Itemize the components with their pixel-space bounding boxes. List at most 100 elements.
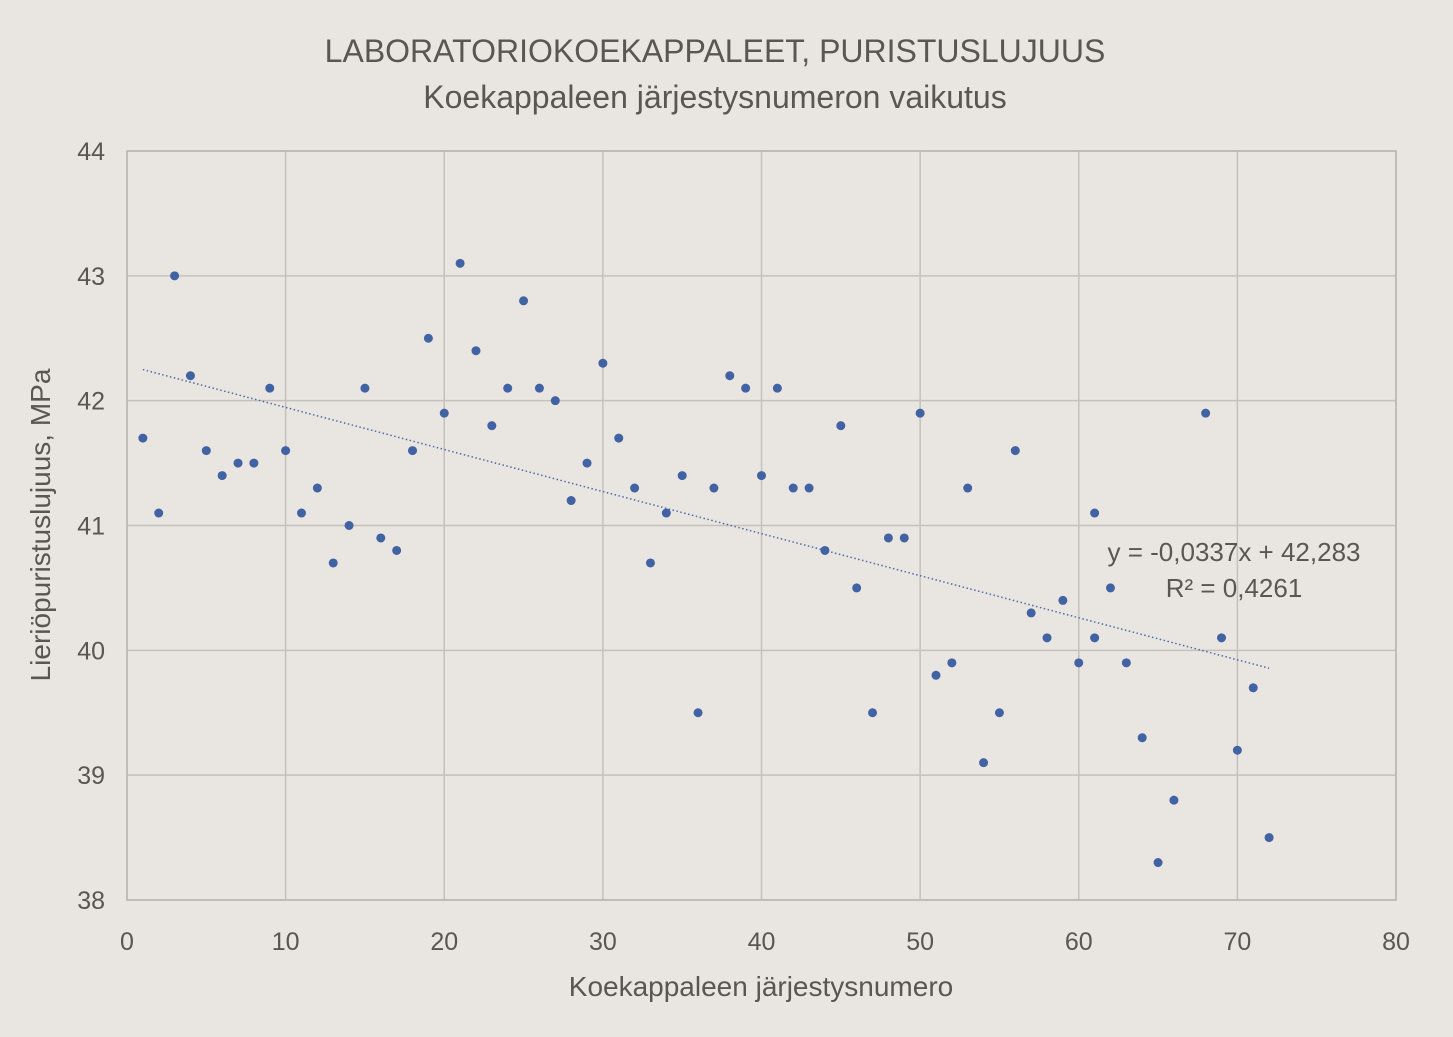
data-point (138, 433, 148, 443)
data-point (693, 708, 703, 718)
y-axis-label: Lieriöpuristuslujuus, MPa (25, 368, 56, 681)
x-axis-label: Koekappaleen järjestysnumero (569, 971, 953, 1002)
data-point (820, 545, 830, 555)
data-point (725, 371, 735, 381)
data-point (455, 258, 465, 268)
data-point (1169, 795, 1179, 805)
x-axis-ticks: 0 10 20 30 40 50 60 70 80 (120, 928, 1410, 956)
data-point (185, 371, 195, 381)
data-point (741, 383, 751, 393)
data-points (138, 258, 1274, 868)
data-point (439, 408, 449, 418)
data-point (614, 433, 624, 443)
data-point (836, 421, 846, 431)
data-point (550, 396, 560, 406)
data-point (534, 383, 544, 393)
y-tick-label: 38 (77, 887, 105, 915)
data-point (1042, 633, 1052, 643)
data-point (1026, 608, 1036, 618)
y-tick-label: 39 (77, 762, 105, 790)
data-point (328, 558, 338, 568)
data-point (804, 483, 814, 493)
data-point (994, 708, 1004, 718)
data-point (392, 545, 402, 555)
data-point (519, 296, 529, 306)
x-tick-label: 0 (120, 928, 134, 956)
data-point (963, 483, 973, 493)
data-point (582, 458, 592, 468)
data-point (677, 471, 687, 481)
data-point (661, 508, 671, 518)
data-point (217, 471, 227, 481)
chart-title: LABORATORIOKOEKAPPALEET, PURISTUSLUJUUS (325, 33, 1106, 69)
data-point (915, 408, 925, 418)
data-point (376, 533, 386, 543)
grid-lines (126, 150, 1397, 901)
data-point (947, 658, 957, 668)
x-tick-label: 70 (1223, 928, 1251, 956)
plot-area-border (126, 150, 1397, 901)
data-point (154, 508, 164, 518)
data-point (1264, 833, 1274, 843)
data-point (408, 446, 418, 456)
trendline (142, 368, 1270, 669)
data-point (1217, 633, 1227, 643)
data-point (772, 383, 782, 393)
data-point (249, 458, 259, 468)
data-point (1121, 658, 1131, 668)
data-point (931, 670, 941, 680)
x-tick-label: 20 (430, 928, 458, 956)
data-point (1105, 583, 1115, 593)
data-point (296, 508, 306, 518)
data-point (233, 458, 243, 468)
data-point (709, 483, 719, 493)
data-point (344, 521, 354, 530)
y-tick-label: 43 (77, 263, 105, 291)
trendline-r-squared: R² = 0,4261 (1166, 573, 1303, 603)
data-point (788, 483, 798, 493)
data-point (979, 758, 989, 768)
data-point (487, 421, 497, 431)
chart-subtitle: Koekappaleen järjestysnumeron vaikutus (423, 79, 1006, 115)
data-point (630, 483, 640, 493)
x-tick-label: 60 (1065, 928, 1093, 956)
data-point (1201, 408, 1211, 418)
data-point (201, 446, 211, 456)
data-point (471, 346, 481, 356)
data-point (645, 558, 655, 568)
data-point (312, 483, 322, 493)
y-tick-label: 40 (77, 637, 105, 665)
data-point (566, 496, 576, 506)
y-tick-label: 42 (77, 388, 105, 416)
data-point (423, 333, 433, 343)
data-point (598, 358, 608, 368)
data-point (868, 708, 878, 718)
x-tick-label: 50 (906, 928, 934, 956)
data-point (360, 383, 370, 393)
trendline-group (142, 368, 1270, 669)
data-point (1010, 446, 1020, 456)
data-point (1153, 858, 1163, 868)
data-point (757, 471, 766, 481)
y-tick-label: 44 (77, 138, 105, 166)
data-point (1090, 508, 1100, 518)
data-point (852, 583, 862, 593)
x-tick-label: 10 (272, 928, 300, 956)
data-point (1248, 683, 1258, 693)
data-point (1058, 595, 1068, 605)
data-point (1090, 633, 1100, 643)
x-tick-label: 30 (589, 928, 617, 956)
x-tick-label: 40 (748, 928, 776, 956)
y-axis-ticks: 38 39 40 41 42 43 44 (77, 138, 105, 915)
data-point (281, 446, 291, 456)
data-point (503, 383, 513, 393)
trendline-equation: y = -0,0337x + 42,283 (1108, 537, 1361, 567)
x-tick-label: 80 (1382, 928, 1410, 956)
data-point (265, 383, 275, 393)
data-point (1137, 733, 1147, 743)
data-point (1074, 658, 1084, 668)
data-point (883, 533, 893, 543)
y-tick-label: 41 (77, 513, 105, 541)
